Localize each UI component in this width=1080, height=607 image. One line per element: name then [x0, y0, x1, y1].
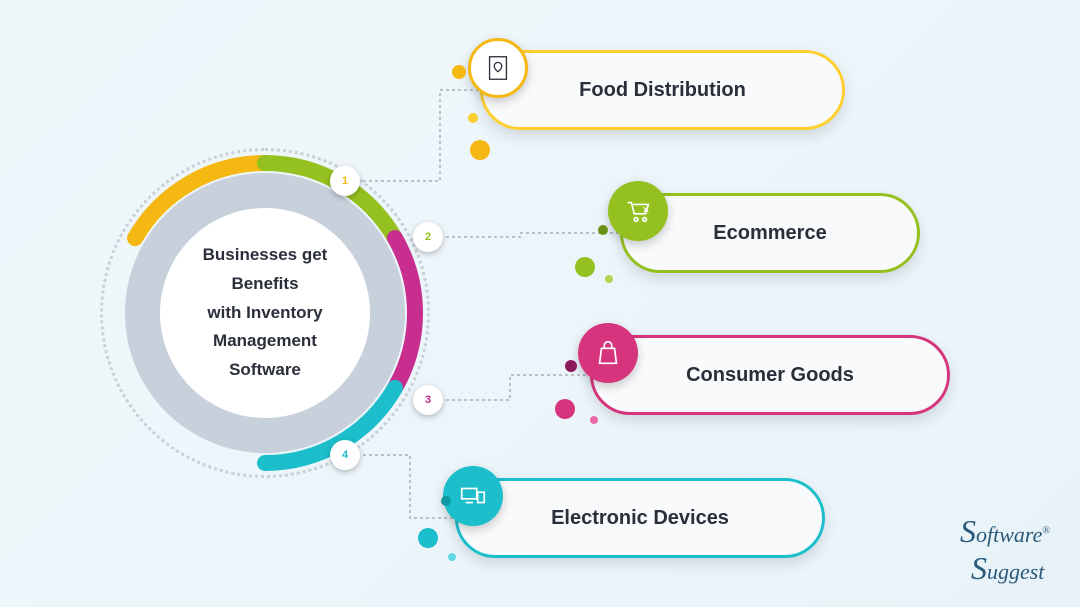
item-consumer: Consumer Goods — [590, 335, 950, 415]
logo-line2-rest: uggest — [987, 559, 1044, 584]
badge-3: 3 — [413, 385, 443, 415]
center-circle: Businesses getBenefitswith InventoryMana… — [160, 208, 370, 418]
logo-line1-rest: oftware — [976, 522, 1042, 547]
badge-2: 2 — [413, 222, 443, 252]
logo-reg: ® — [1042, 526, 1050, 537]
item-ecommerce: Ecommerce — [620, 193, 920, 273]
item-food: Food Distribution — [480, 50, 845, 130]
item-4-label: Electronic Devices — [458, 507, 822, 530]
infographic-canvas: Businesses getBenefitswith InventoryMana… — [0, 0, 1080, 607]
item-3-label: Consumer Goods — [593, 364, 947, 387]
badge-4: 4 — [330, 440, 360, 470]
center-text: Businesses getBenefitswith InventoryMana… — [203, 241, 328, 385]
badge-1: 1 — [330, 166, 360, 196]
item-1-label: Food Distribution — [483, 79, 842, 102]
item-2-label: Ecommerce — [623, 222, 917, 245]
logo: Software® Suggest — [960, 513, 1050, 587]
item-electronic: Electronic Devices — [455, 478, 825, 558]
